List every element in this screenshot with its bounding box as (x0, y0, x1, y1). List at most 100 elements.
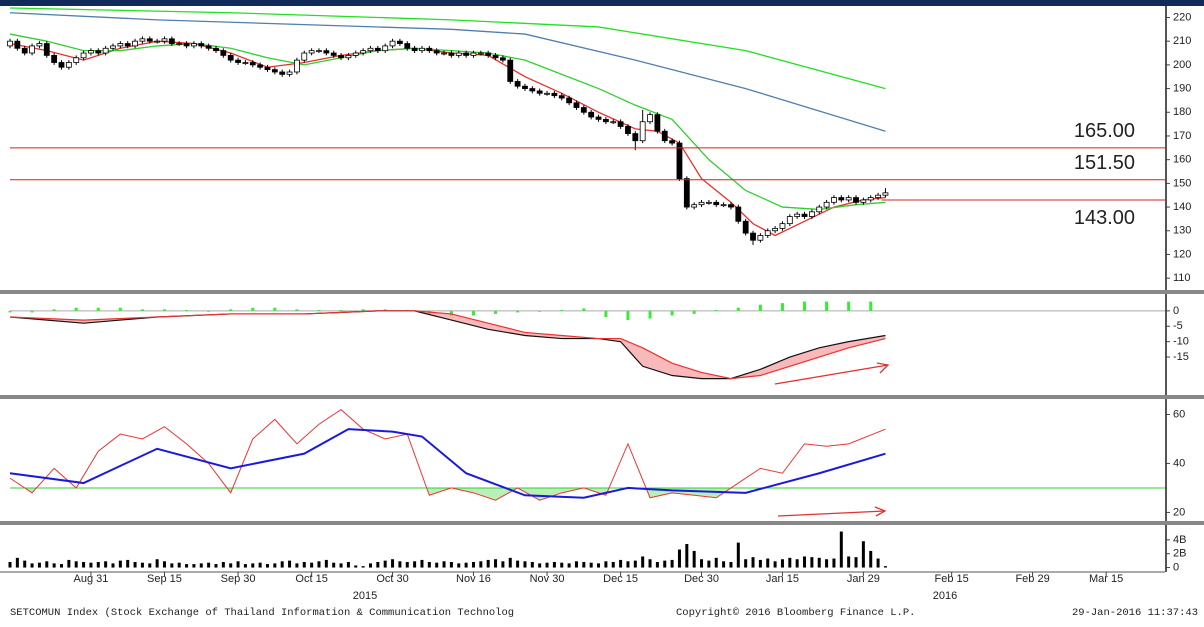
x-tick-label: Oct 30 (376, 573, 408, 585)
candle-body (779, 223, 786, 229)
candle-body (404, 43, 411, 49)
volume-bar (567, 563, 571, 568)
volume-bar (339, 563, 343, 568)
volume-bar (626, 561, 630, 568)
candle-body (470, 52, 477, 56)
candle-body (374, 47, 381, 52)
volume-bar (773, 561, 777, 568)
volume-bar (552, 562, 556, 568)
volume-bar (442, 561, 446, 568)
histogram-bar (295, 309, 299, 311)
volume-bar (832, 558, 836, 568)
y-tick-label: 2B (1173, 548, 1186, 560)
y-tick-label: -15 (1173, 351, 1189, 363)
x-tick-label: Dec 30 (684, 573, 719, 585)
volume-bar (641, 556, 645, 568)
x-tick-label: Feb 29 (1015, 573, 1049, 585)
volume-bar (170, 563, 174, 568)
histogram-bar (758, 304, 762, 311)
candle-body (661, 130, 668, 142)
candle-body (544, 92, 550, 95)
volume-bar (82, 562, 86, 568)
volume-bar (398, 561, 402, 568)
volume-bar (795, 559, 799, 568)
histogram-bar (30, 310, 34, 313)
volume-bar (140, 562, 144, 568)
volume-bar (148, 563, 152, 568)
line (9, 310, 886, 380)
y-tick-label: 140 (1173, 201, 1191, 213)
candle-body (860, 199, 867, 203)
candle-body (875, 194, 881, 198)
x-tick-label: Sep 15 (147, 573, 182, 585)
candle-body (286, 71, 293, 75)
volume-bar (74, 561, 78, 568)
candle-body (146, 38, 153, 42)
candle-body (426, 47, 433, 52)
histogram-bar (494, 310, 498, 314)
volume-bar (663, 560, 667, 568)
volume-bar (288, 560, 292, 568)
histogram-bar (140, 309, 144, 311)
volume-bar (243, 564, 247, 568)
volume-bar (346, 562, 350, 568)
candle-body (676, 142, 683, 180)
volume-bar (766, 558, 770, 568)
volume-bar (847, 556, 851, 568)
y-tick-label: 0 (1173, 305, 1179, 317)
candle-body (168, 38, 175, 44)
volume-bar (104, 561, 108, 568)
volume-bar (420, 559, 424, 568)
volume-bar (280, 561, 284, 568)
x-tick-label: Jan 15 (766, 573, 799, 585)
candle-body (786, 216, 793, 225)
arrow-head (874, 506, 887, 517)
candle-body (220, 50, 227, 56)
y-tick-label: 210 (1173, 35, 1191, 47)
volume-bar (817, 557, 821, 568)
volume-bar (405, 562, 409, 568)
volume-bar (560, 562, 564, 568)
candle-body (316, 50, 322, 53)
candle-body (14, 40, 21, 49)
x-tick-label: Sep 30 (221, 573, 256, 585)
histogram-bar (648, 310, 652, 319)
candle-body (647, 114, 653, 123)
volume-bar (295, 563, 299, 568)
y-tick-label: 180 (1173, 106, 1191, 118)
histogram-bar (383, 309, 387, 311)
volume-bar (133, 562, 137, 568)
y-tick-label: -5 (1173, 320, 1183, 332)
histogram-bar (780, 303, 784, 311)
volume-bar (449, 562, 453, 568)
volume-bar (251, 563, 255, 568)
candle-body (161, 38, 168, 42)
histogram-bar (516, 310, 520, 313)
candle-body (29, 45, 35, 54)
candle-body (750, 232, 756, 241)
histogram-bar (74, 307, 78, 311)
volume-bar (722, 561, 726, 568)
x-tick-label: Jan 29 (847, 573, 880, 585)
histogram-bar (118, 307, 122, 311)
volume-bar (861, 541, 865, 568)
volume-bar (530, 562, 534, 568)
candle-body (132, 40, 138, 47)
line (9, 408, 886, 501)
histogram-bar (185, 309, 189, 311)
volume-bar (744, 559, 748, 568)
candle-body (198, 43, 205, 47)
volume-bar (265, 564, 269, 568)
volume-bar (655, 562, 659, 568)
line (9, 40, 886, 237)
volume-bar (648, 559, 652, 568)
volume-bar (677, 549, 681, 568)
y-tick-label: 190 (1173, 82, 1191, 94)
line (9, 7, 886, 90)
footer-right: 29-Jan-2016 11:37:43 (1072, 607, 1198, 619)
volume-bar (37, 562, 41, 568)
volume-bar (310, 562, 314, 568)
y-tick-label: 40 (1173, 457, 1185, 469)
candle-body (588, 111, 595, 118)
